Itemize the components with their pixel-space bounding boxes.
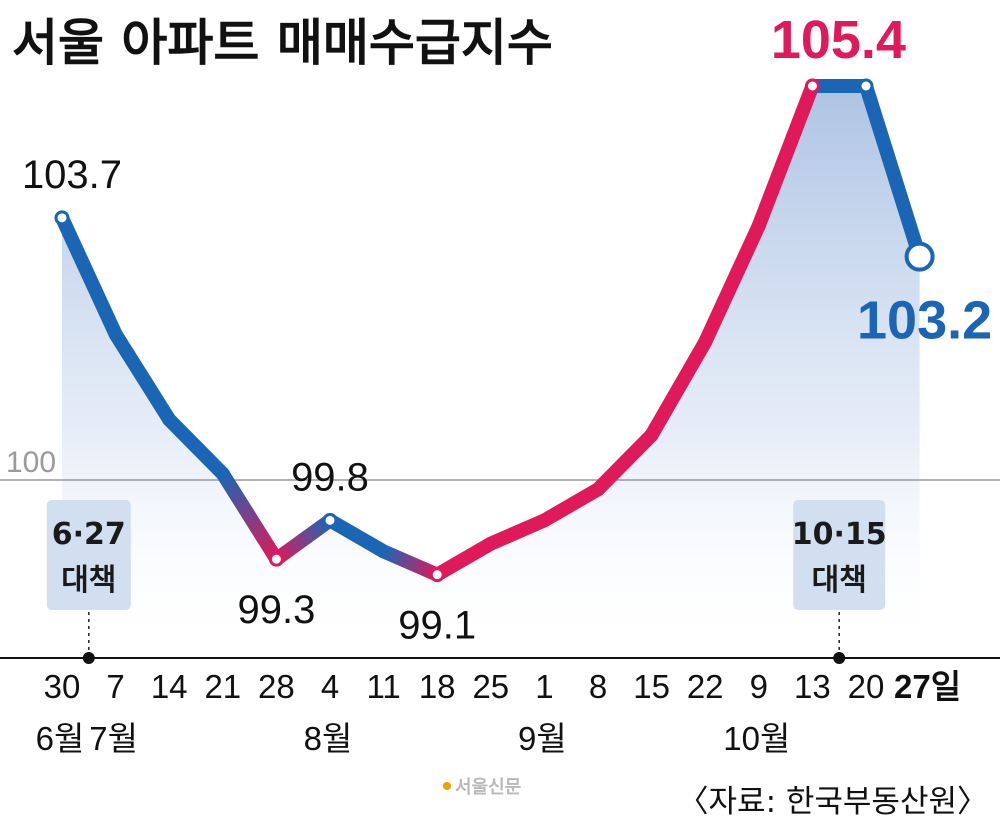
x-tick-label: 27일 xyxy=(894,668,961,705)
policy-label: 대책 xyxy=(812,563,867,598)
x-tick-label: 30 xyxy=(44,668,81,705)
data-label: 103.2 xyxy=(857,291,992,351)
x-tick-label: 20 xyxy=(848,668,885,705)
month-label: 10월 xyxy=(723,720,790,757)
data-label: 103.7 xyxy=(22,153,122,197)
data-point xyxy=(804,78,820,94)
policy-label: 대책 xyxy=(61,563,116,598)
x-tick-label: 1 xyxy=(535,668,553,705)
line-segment xyxy=(269,513,337,567)
x-tick-label: 11 xyxy=(366,668,400,705)
area-fill xyxy=(62,86,920,660)
x-tick-label: 28 xyxy=(258,668,295,705)
line-segment xyxy=(751,79,820,233)
line-segment xyxy=(376,544,445,582)
line-segment xyxy=(215,466,284,567)
line-segment xyxy=(698,218,766,349)
line-segment xyxy=(108,327,177,427)
x-axis-ticks: 30 7 14 21 28 4 11 18 25 1 8 15 22 9 13 20 27일 xyxy=(44,668,961,705)
data-point xyxy=(268,551,284,567)
line-segment xyxy=(591,428,659,497)
month-labels: 6월 7월 8월 9월 10월 xyxy=(36,720,791,757)
logo-text: 서울신문 xyxy=(455,777,521,798)
data-point xyxy=(54,210,70,226)
line-segment xyxy=(162,412,230,481)
line-segment xyxy=(859,79,927,264)
policy-label: 10·15 xyxy=(792,517,887,552)
x-tick-label: 7 xyxy=(106,668,124,705)
data-label: 99.1 xyxy=(398,604,476,648)
x-tick-label: 14 xyxy=(151,668,188,705)
month-label: 8월 xyxy=(304,720,353,757)
x-tick-label: 8 xyxy=(589,668,607,705)
month-label: 9월 xyxy=(518,720,567,757)
month-label: 6월 xyxy=(36,720,85,757)
data-point xyxy=(904,241,935,272)
x-tick-label: 15 xyxy=(633,668,670,705)
data-label: 99.8 xyxy=(291,455,369,499)
x-tick-label: 9 xyxy=(750,668,768,705)
series-line xyxy=(55,79,927,582)
line-segment xyxy=(323,513,391,559)
line-segment xyxy=(644,334,713,443)
x-tick-label: 4 xyxy=(321,668,339,705)
policy-box xyxy=(793,500,886,610)
area-path xyxy=(62,86,920,660)
data-label: 99.3 xyxy=(237,588,315,632)
x-tick-label: 18 xyxy=(419,668,456,705)
logo-mark-icon xyxy=(443,782,451,790)
x-tick-label: 13 xyxy=(794,668,831,705)
policy-events: 6·27 대책 10·15 대책 xyxy=(46,500,887,664)
policy-label: 6·27 xyxy=(52,517,126,552)
line-segment xyxy=(55,210,123,342)
data-points xyxy=(54,78,935,583)
line-segment xyxy=(430,536,498,582)
line-segment xyxy=(537,482,605,528)
data-label: 105.4 xyxy=(771,10,906,70)
reference-line-label: 100 xyxy=(6,446,56,479)
logo: 서울신문 xyxy=(443,777,521,798)
source-note: 〈자료: 한국부동산원〉 xyxy=(678,784,988,820)
line-segment xyxy=(483,513,552,551)
x-tick-label: 22 xyxy=(687,668,724,705)
data-point xyxy=(429,567,445,583)
policy-box xyxy=(46,500,131,610)
month-label: 7월 xyxy=(89,720,138,757)
chart-title: 서울 아파트 매매수급지수 xyxy=(12,14,553,72)
data-point xyxy=(322,512,338,528)
data-labels: 103.7 99.3 99.8 99.1 105.4 103.2 xyxy=(22,10,992,648)
x-tick-label: 25 xyxy=(472,668,509,705)
x-tick-label: 21 xyxy=(204,668,241,705)
data-point xyxy=(858,78,874,94)
